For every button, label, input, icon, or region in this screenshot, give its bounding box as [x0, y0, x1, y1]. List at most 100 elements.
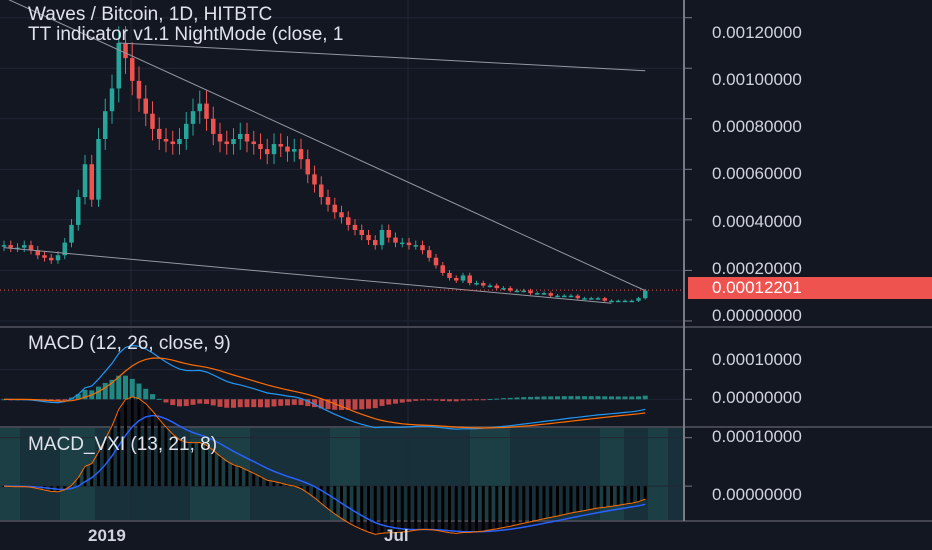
candle-body [508, 288, 513, 291]
y-tick-label: 0.00000000 [712, 306, 802, 325]
macd-y-tick-label: 0.00000000 [712, 388, 802, 407]
vxi-histogram-bar [259, 476, 262, 487]
vxi-histogram-bar [178, 439, 181, 487]
candle-body [346, 217, 351, 225]
vxi-histogram-bar [326, 486, 330, 509]
candle-body [177, 138, 182, 145]
candle-body [271, 144, 277, 155]
macd-histogram-bar [386, 399, 392, 405]
macd-histogram-bar [204, 399, 209, 404]
candle-body [130, 58, 135, 81]
macd-histogram-bar [312, 399, 317, 408]
candle-body [575, 295, 580, 299]
macd-histogram-bar [116, 375, 122, 400]
candle-body [170, 141, 175, 145]
macd-histogram-bar [575, 396, 581, 400]
candle-body [231, 138, 236, 145]
candle-body [622, 300, 628, 303]
vxi-histogram-bar [346, 486, 350, 523]
candle-body [244, 133, 250, 142]
candle-body [325, 197, 331, 205]
macd-histogram-bar [359, 399, 365, 410]
chart-title: Waves / Bitcoin, 1D, HITBTC [28, 4, 273, 25]
macd-histogram-bar [595, 396, 601, 400]
vxi-stripe [648, 428, 668, 520]
macd-histogram-bar [426, 399, 432, 401]
vxi-histogram-bar [245, 470, 249, 487]
y-tick-label: 0.00120000 [712, 23, 802, 42]
macd-histogram-bar [494, 398, 500, 400]
candle-body [548, 293, 553, 296]
vxi-histogram-bar [630, 486, 634, 504]
vxi-histogram-bar [117, 409, 121, 487]
vxi-line [3, 396, 646, 535]
vxi-histogram-bar [508, 486, 512, 527]
vxi-histogram-bar [394, 486, 397, 533]
candle-body [265, 149, 270, 155]
candle-body [420, 245, 425, 251]
vxi-histogram-bar [461, 486, 465, 533]
candle-body [568, 295, 574, 298]
macd-histogram-bar [487, 399, 493, 401]
candle-body [35, 250, 40, 256]
candle-body [555, 295, 560, 298]
signal-line [4, 357, 646, 429]
candle-body [49, 257, 54, 261]
macd-histogram-bar [325, 399, 331, 410]
macd-histogram-bar [460, 399, 466, 401]
candle-body [312, 174, 317, 185]
vxi-histogram-bar [279, 482, 283, 487]
candle-body [292, 149, 297, 152]
vxi-stripe [60, 428, 95, 520]
vxi-histogram-bar [90, 463, 94, 487]
macd-histogram-bar [501, 398, 506, 400]
candle-body [55, 255, 61, 261]
candle-body [582, 298, 587, 300]
vxi-histogram-bar [529, 486, 532, 522]
vxi-histogram-bar [569, 486, 573, 513]
macd-histogram-bar [318, 399, 324, 409]
candle-body [373, 240, 378, 246]
vxi-histogram-bar [589, 486, 593, 510]
candle-body [589, 298, 594, 300]
vxi-histogram-bar [603, 486, 607, 508]
vxi-histogram-bar [434, 486, 438, 531]
vxi-histogram-bar [164, 427, 168, 487]
macd-histogram-bar [609, 396, 614, 400]
candle-body [562, 295, 567, 298]
macd-histogram-bar [548, 396, 554, 400]
vxi-histogram-bar [184, 442, 188, 487]
candle-body [400, 242, 405, 245]
vxi-histogram-bar [103, 439, 107, 487]
vxi-histogram-bar [157, 419, 161, 487]
macd-histogram-bar [258, 399, 263, 408]
candle-body [224, 141, 229, 145]
candle-body [359, 229, 364, 236]
macd-histogram-bar [514, 397, 520, 400]
vxi-histogram-bar [232, 464, 235, 487]
macd-histogram-bar [96, 386, 101, 400]
candle-body [69, 224, 74, 243]
vxi-histogram-bar [225, 461, 229, 487]
vxi-histogram-bar [252, 473, 256, 487]
macd-histogram-bar [406, 399, 412, 402]
macd-histogram-bar [271, 399, 277, 407]
vxi-histogram-bar [542, 486, 546, 519]
candle-body [366, 235, 371, 241]
macd-histogram-bar [177, 399, 182, 407]
macd-histogram-bar [399, 399, 405, 403]
chart-subtitle: TT indicator v1.1 NightMode (close, 1 [28, 24, 344, 45]
macd-histogram-bar [210, 399, 216, 406]
candle-body [197, 103, 202, 112]
vxi-histogram-bar [616, 486, 620, 506]
vxi-histogram-bar [286, 484, 289, 487]
candle-body [22, 245, 27, 248]
vxi-histogram-bar [556, 486, 559, 516]
last-price-tag: 0.00012201 [688, 277, 932, 299]
y-tick-label: 0.00040000 [712, 212, 802, 231]
macd-histogram-bar [136, 383, 142, 400]
vxi-histogram-bar [488, 486, 492, 530]
vxi-histogram-bar [596, 486, 600, 509]
